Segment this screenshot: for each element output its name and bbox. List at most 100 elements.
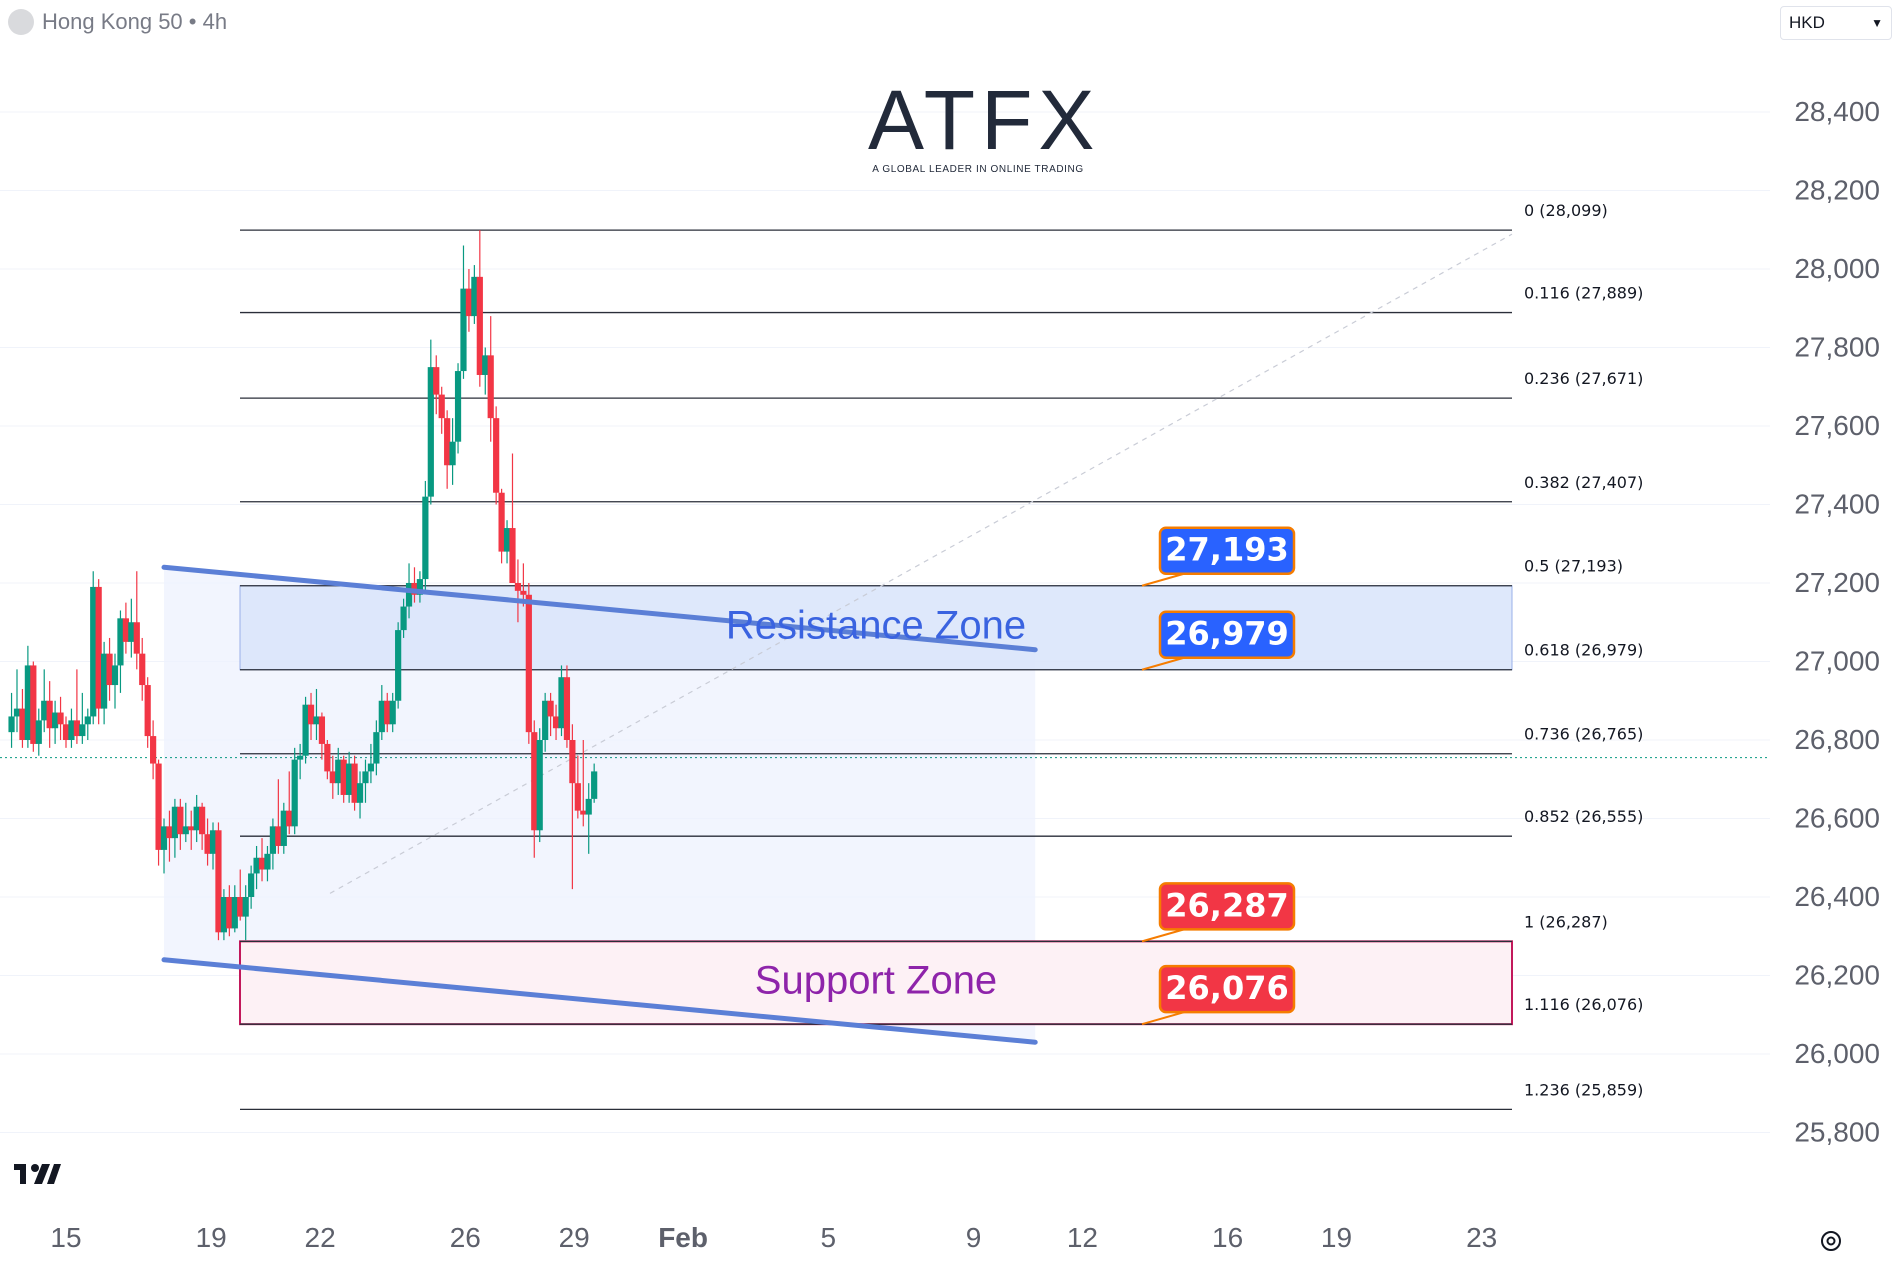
candle-body bbox=[346, 763, 353, 795]
candle-body bbox=[525, 594, 532, 733]
y-tick-label: 27,400 bbox=[1794, 489, 1880, 520]
callout-box bbox=[1158, 964, 1296, 1014]
y-tick-label: 26,600 bbox=[1794, 803, 1880, 834]
callout-pointer bbox=[1141, 1011, 1185, 1026]
candle-body bbox=[226, 897, 233, 929]
candle-body bbox=[106, 653, 113, 686]
candle-body bbox=[520, 590, 527, 595]
candle-body bbox=[90, 586, 97, 717]
candle-body bbox=[30, 665, 37, 744]
candle-body bbox=[231, 897, 238, 929]
candle-body bbox=[438, 394, 445, 419]
logo-tagline: A GLOBAL LEADER IN ONLINE TRADING bbox=[872, 164, 1084, 175]
candle-body bbox=[422, 496, 429, 580]
candle-body bbox=[286, 810, 293, 827]
candle-body bbox=[242, 897, 249, 917]
candle-body bbox=[405, 583, 413, 607]
y-tick-label: 26,000 bbox=[1794, 1038, 1880, 1069]
callout-box bbox=[1158, 526, 1296, 575]
callout-value: 26,287 bbox=[1165, 886, 1288, 924]
candle-body bbox=[199, 806, 206, 835]
x-tick-label: 19 bbox=[1321, 1222, 1352, 1253]
candle-body bbox=[209, 830, 217, 854]
fib-label: 0.116 (27,889) bbox=[1524, 284, 1643, 303]
candle-body bbox=[57, 712, 64, 725]
candle-body bbox=[62, 724, 70, 740]
y-tick-label: 26,400 bbox=[1794, 881, 1880, 912]
candle-body bbox=[384, 700, 391, 725]
candle-body bbox=[427, 367, 434, 497]
candle-body bbox=[531, 732, 538, 831]
candle-body bbox=[253, 857, 260, 874]
support-zone-label: Support Zone bbox=[755, 958, 997, 1002]
candle-body bbox=[373, 732, 380, 764]
candle-body bbox=[324, 743, 331, 772]
candle-body bbox=[416, 579, 424, 595]
tradingview-logo-icon[interactable] bbox=[14, 1160, 62, 1186]
y-tick-label: 27,200 bbox=[1794, 567, 1880, 598]
fib-label: 1.236 (25,859) bbox=[1524, 1080, 1643, 1099]
candle-body bbox=[35, 720, 42, 744]
candle-body bbox=[498, 492, 505, 552]
candle-body bbox=[318, 716, 326, 744]
candle-body bbox=[52, 712, 59, 729]
y-tick-label: 28,400 bbox=[1794, 96, 1880, 127]
candle-body bbox=[297, 755, 304, 760]
candle-body bbox=[280, 810, 287, 846]
chevron-down-icon: ▼ bbox=[1871, 16, 1883, 30]
y-tick-label: 27,800 bbox=[1794, 332, 1880, 363]
channel-upper-line bbox=[161, 564, 1038, 653]
logo-word: ATFX bbox=[868, 73, 1101, 167]
candle-body bbox=[155, 763, 162, 850]
candle-body bbox=[536, 740, 543, 831]
y-tick-label: 27,000 bbox=[1794, 646, 1880, 677]
callout-pointer bbox=[1141, 572, 1185, 587]
y-tick-label: 26,800 bbox=[1794, 724, 1880, 755]
candle-body bbox=[128, 622, 135, 642]
callout-pointer bbox=[1141, 928, 1185, 943]
x-tick-label: 15 bbox=[50, 1222, 81, 1253]
candle-body bbox=[433, 367, 440, 395]
circle-icon bbox=[8, 9, 34, 35]
candle-body bbox=[188, 826, 195, 831]
candle-body bbox=[395, 630, 402, 701]
candle-body bbox=[160, 826, 168, 850]
candle-body bbox=[101, 653, 108, 709]
candle-body bbox=[264, 853, 271, 870]
currency-value: HKD bbox=[1789, 13, 1825, 32]
candle-body bbox=[509, 528, 516, 583]
candle-body bbox=[476, 276, 483, 375]
candle-body bbox=[367, 763, 375, 772]
candle-body bbox=[585, 798, 592, 815]
candle-body bbox=[569, 740, 576, 784]
fib-label: 0.852 (26,555) bbox=[1524, 807, 1643, 826]
candle-body bbox=[275, 826, 282, 846]
fib-label: 1.116 (26,076) bbox=[1524, 995, 1643, 1014]
callout-pointer bbox=[1141, 656, 1185, 671]
candle-body bbox=[139, 653, 146, 686]
candle-body bbox=[351, 763, 358, 803]
candle-body bbox=[177, 806, 184, 835]
symbol-label[interactable]: Hong Kong 50 • 4h bbox=[42, 9, 228, 34]
currency-select[interactable]: HKD ▼ bbox=[1780, 6, 1892, 40]
x-tick-label: 19 bbox=[196, 1222, 227, 1253]
y-tick-label: 26,200 bbox=[1794, 960, 1880, 991]
y-tick-label: 27,600 bbox=[1794, 410, 1880, 441]
gear-icon[interactable] bbox=[1818, 1228, 1844, 1254]
candle-body bbox=[580, 810, 587, 815]
candle-body bbox=[514, 583, 522, 591]
candle-body bbox=[558, 677, 565, 729]
candle-body bbox=[19, 708, 26, 740]
candle-body bbox=[13, 708, 21, 717]
fib-label: 0 (28,099) bbox=[1524, 201, 1608, 220]
candle-body bbox=[356, 783, 364, 803]
x-tick-label: 12 bbox=[1067, 1222, 1098, 1253]
x-tick-label: Feb bbox=[658, 1222, 708, 1253]
candle-body bbox=[454, 371, 462, 442]
fib-label: 0.736 (26,765) bbox=[1524, 725, 1643, 744]
candle-body bbox=[122, 618, 129, 642]
candle-body bbox=[389, 700, 396, 725]
candle-body bbox=[41, 700, 48, 721]
callout-box bbox=[1158, 610, 1296, 659]
